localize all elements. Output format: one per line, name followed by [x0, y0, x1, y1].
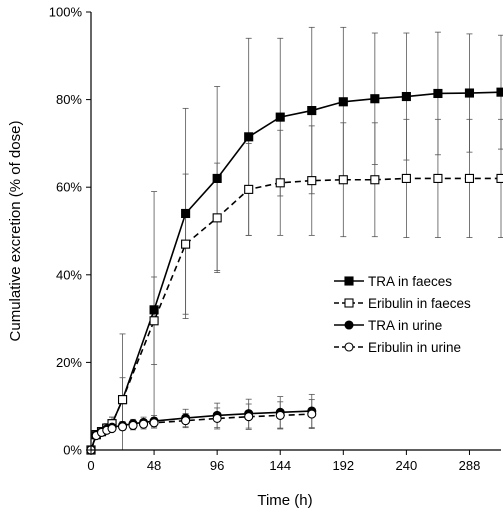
data-point — [117, 422, 128, 432]
x-tick-label: 48 — [147, 458, 161, 473]
data-point — [212, 213, 222, 223]
series-4 — [86, 409, 317, 455]
plot-area — [86, 26, 503, 455]
data-point — [244, 132, 254, 142]
x-tick-label: 96 — [210, 458, 224, 473]
y-tick-label: 20% — [56, 355, 82, 370]
data-point — [149, 418, 159, 428]
data-point — [275, 112, 285, 122]
y-axis: 0% 20% 40% 60% 80% 100% — [49, 5, 92, 458]
data-point — [244, 412, 254, 422]
x-axis-title: Time (h) — [257, 492, 312, 509]
data-point — [496, 173, 503, 183]
data-point — [181, 239, 191, 249]
legend-item-2: Eribulin in faeces — [334, 296, 471, 311]
data-point — [107, 423, 117, 434]
data-point — [181, 416, 191, 426]
x-axis: 0 48 96 144 192 240 288 — [87, 449, 501, 473]
legend-label: Eribulin in faeces — [368, 296, 471, 311]
legend-label: Eribulin in urine — [368, 340, 461, 355]
data-point — [307, 409, 317, 419]
data-point — [370, 175, 380, 185]
series-line — [90, 91, 502, 451]
data-point — [464, 173, 475, 183]
data-point — [149, 316, 159, 326]
x-tick-label: 288 — [459, 458, 481, 473]
legend-marker — [344, 342, 354, 352]
legend-marker — [344, 298, 354, 308]
data-point — [212, 173, 222, 183]
data-point — [307, 176, 317, 186]
data-point — [212, 413, 222, 424]
x-tick-label: 192 — [332, 458, 354, 473]
legend: TRA in faeces Eribulin in faeces TRA in ur… — [334, 274, 471, 355]
x-tick-label: 240 — [396, 458, 418, 473]
data-point — [128, 420, 138, 431]
x-tick-label: 144 — [269, 458, 291, 473]
legend-label: TRA in faeces — [368, 274, 452, 289]
data-point — [149, 305, 159, 315]
legend-label: TRA in urine — [368, 318, 442, 333]
y-tick-label: 100% — [49, 5, 83, 20]
data-point — [338, 97, 348, 107]
x-tick-label: 0 — [87, 458, 94, 473]
data-point — [275, 178, 285, 188]
legend-item-4: Eribulin in urine — [334, 340, 461, 355]
y-tick-label: 40% — [56, 267, 82, 282]
data-point — [181, 208, 191, 219]
y-tick-label: 0% — [63, 443, 82, 458]
data-point — [433, 173, 443, 183]
data-point — [275, 410, 285, 420]
data-point — [464, 88, 475, 98]
data-point — [139, 419, 149, 429]
y-tick-label: 80% — [56, 92, 82, 107]
data-point — [401, 91, 411, 102]
legend-marker — [344, 320, 354, 330]
data-point — [433, 88, 443, 99]
data-point — [496, 87, 503, 97]
data-point — [401, 173, 411, 183]
legend-item-3: TRA in urine — [334, 318, 442, 333]
data-point — [370, 94, 380, 104]
series-line — [90, 177, 501, 451]
series-1 — [86, 87, 503, 455]
legend-item-1: TRA in faeces — [334, 274, 452, 289]
data-point — [338, 175, 348, 185]
data-point — [244, 184, 254, 194]
y-tick-label: 60% — [56, 180, 82, 195]
y-axis-title: Cumulative excretion (% of dose) — [7, 121, 24, 342]
legend-marker — [344, 276, 354, 286]
data-point — [117, 395, 128, 405]
data-point — [307, 106, 317, 116]
